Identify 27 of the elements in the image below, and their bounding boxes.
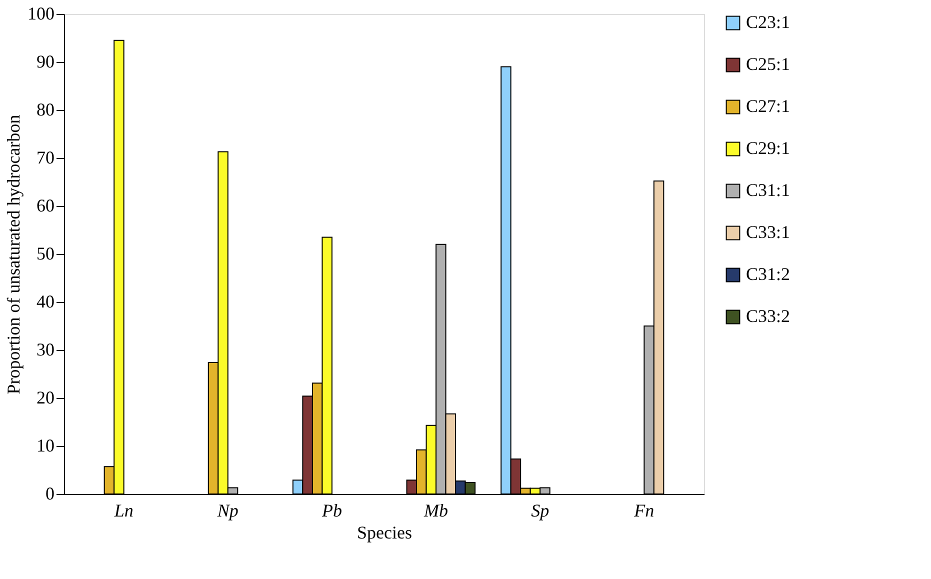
y-tick-label: 60 [36, 196, 54, 216]
y-tick-label: 50 [36, 244, 54, 264]
legend-label: C25:1 [746, 54, 790, 74]
y-tick-label: 100 [28, 4, 54, 24]
y-tick-label: 70 [36, 148, 54, 168]
x-tick-label: Ln [113, 500, 134, 520]
legend-label: C23:1 [746, 12, 790, 32]
legend-label: C31:2 [746, 264, 790, 284]
legend-label: C33:1 [746, 222, 790, 242]
x-tick-label: Mb [423, 500, 448, 520]
y-tick-label: 20 [36, 388, 54, 408]
y-tick-label: 80 [36, 100, 54, 120]
y-tick-label: 0 [46, 484, 54, 504]
y-tick-label: 90 [36, 52, 54, 72]
y-tick-label: 40 [36, 292, 54, 312]
x-tick-label: Fn [633, 500, 654, 520]
legend-label: C33:2 [746, 306, 790, 326]
y-axis-title: Proportion of unsaturated hydrocarbon [4, 114, 24, 394]
x-axis-title: Species [357, 522, 412, 542]
legend-label: C31:1 [746, 180, 790, 200]
x-tick-label: Pb [320, 500, 342, 520]
legend-label: C27:1 [746, 96, 790, 116]
y-tick-label: 30 [36, 340, 54, 360]
x-tick-label: Sp [531, 500, 550, 520]
legend-label: C29:1 [746, 138, 790, 158]
x-tick-label: Np [216, 500, 238, 520]
y-tick-label: 10 [36, 436, 54, 456]
